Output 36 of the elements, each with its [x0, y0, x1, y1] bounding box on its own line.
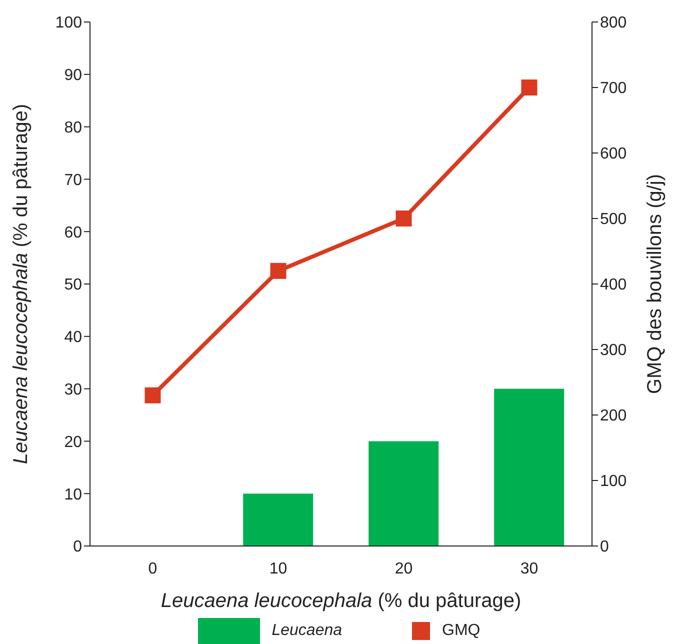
bar — [243, 494, 314, 546]
y2-tick-label: 200 — [600, 408, 627, 425]
bar — [368, 441, 439, 546]
x-tick-label: 20 — [394, 560, 413, 578]
y2-tick-label: 0 — [600, 538, 609, 556]
y2-tick-label: 700 — [600, 80, 627, 98]
x-tick-label: 30 — [520, 560, 538, 578]
point — [396, 210, 412, 226]
x-tick-label: 0 — [148, 560, 158, 578]
point — [270, 262, 286, 279]
y2-tick-label: 400 — [600, 276, 627, 294]
y-tick-label: 90 — [64, 67, 82, 84]
y2-tick-label: 500 — [600, 211, 627, 228]
y-tick-label: 40 — [64, 329, 82, 346]
y-tick-label: 30 — [64, 381, 82, 398]
x-tick-label: 10 — [269, 560, 288, 578]
y2-axis-title: GMQ des bouvillons (g/j) — [644, 174, 666, 394]
y-tick-label: 80 — [64, 119, 82, 136]
legend-label: GMQ — [442, 622, 480, 640]
x-axis-title: Leucaena leucocephala (% du pâturage) — [160, 590, 522, 612]
y2-tick-label: 300 — [600, 342, 627, 360]
y-tick-label: 10 — [64, 486, 82, 504]
y2-tick-label: 800 — [600, 14, 627, 32]
y-tick-label: 70 — [64, 172, 82, 189]
y2-tick-label: 600 — [600, 146, 627, 163]
y-tick-label: 20 — [64, 434, 82, 451]
legend-label: Leucaena — [272, 622, 342, 640]
y-tick-label: 60 — [64, 224, 82, 242]
point — [521, 80, 538, 96]
y-axis-title: Leucaena leucocephala (% du pâturage) — [10, 104, 32, 464]
y-tick-label: 0 — [73, 538, 82, 556]
point — [144, 387, 161, 404]
y2-tick-label: 100 — [600, 473, 627, 490]
bar — [494, 388, 564, 546]
y-tick-label: 50 — [64, 276, 82, 294]
y-tick-label: 100 — [55, 14, 82, 32]
